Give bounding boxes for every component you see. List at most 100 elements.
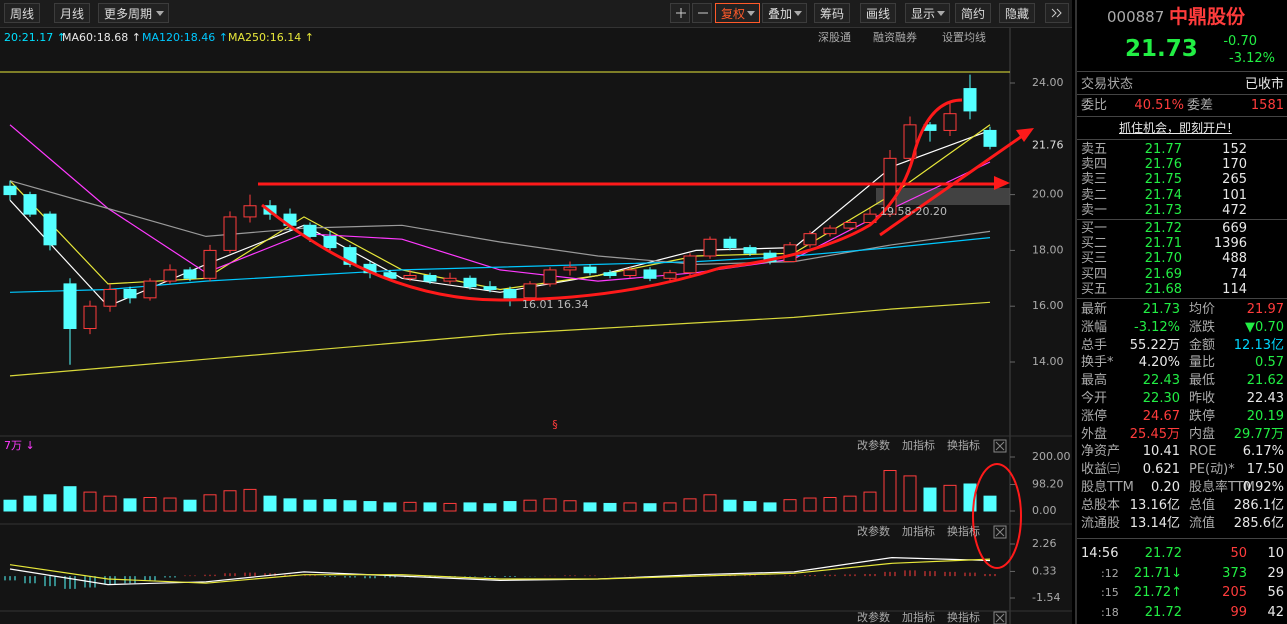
- candle-body: [183, 269, 197, 279]
- period-button[interactable]: 周线: [4, 3, 41, 23]
- zoom-in[interactable]: [670, 3, 690, 23]
- quote-text: 22.43: [1142, 373, 1180, 389]
- volume-bar: [643, 503, 657, 512]
- quote-text: 0.20: [1151, 480, 1180, 495]
- panel-button[interactable]: 加指标: [902, 610, 935, 624]
- divider: [1077, 219, 1287, 220]
- tool-button[interactable]: 隐藏: [999, 3, 1036, 23]
- quote-text: 20.19: [1246, 408, 1284, 424]
- candle-body: [503, 288, 517, 299]
- quote-text: :15: [1101, 586, 1119, 599]
- quote-text: 买五: [1081, 281, 1108, 297]
- divider: [1077, 116, 1287, 117]
- quote-text: 涨跌: [1189, 319, 1216, 335]
- quote-text: 55.22万: [1129, 337, 1180, 353]
- link[interactable]: 设置均线: [942, 30, 986, 44]
- volume-bar: [63, 486, 77, 512]
- link[interactable]: 深股通: [818, 31, 851, 44]
- quote-text: 0.57: [1255, 355, 1284, 371]
- period-button[interactable]: 月线: [54, 3, 91, 23]
- panel-button[interactable]: 改参数: [857, 524, 890, 538]
- quote-text: 涨幅: [1081, 319, 1108, 335]
- quote-text: 跌停: [1189, 408, 1216, 424]
- price-tag: 21.76: [1032, 138, 1064, 151]
- quote-text: 74: [1230, 266, 1247, 282]
- ma-line: [9, 301, 991, 377]
- quote-text: 21.72: [1144, 604, 1182, 620]
- volume-bar: [43, 494, 57, 512]
- tool-button[interactable]: 显示: [905, 3, 951, 23]
- candle-body: [703, 238, 717, 257]
- quote-text: 114: [1222, 281, 1247, 297]
- ma-legend: MA250:16.14 ↑: [228, 31, 314, 44]
- expand[interactable]: [1045, 3, 1069, 23]
- divider: [1077, 71, 1287, 72]
- quote-text: 0.92%: [1242, 480, 1284, 495]
- volume-bar: [203, 494, 217, 512]
- tool-button[interactable]: 画线: [860, 3, 897, 23]
- caret: [937, 11, 946, 16]
- quote-text: 488: [1222, 251, 1247, 267]
- divider: [1077, 298, 1287, 299]
- chart-area: 24.00 20.00 18.00 16.00 14.00 21.76 0.00 98.20…: [0, 0, 1072, 624]
- close-box[interactable]: [993, 611, 1007, 624]
- candle-body: [583, 266, 597, 274]
- volume-bar: [683, 498, 697, 512]
- panel-button[interactable]: 换指标: [947, 524, 980, 538]
- quote-text: 101: [1222, 187, 1247, 203]
- quote-text: 昨收: [1189, 391, 1216, 406]
- candle-body: [803, 233, 817, 246]
- quote-text: 卖三: [1081, 172, 1108, 188]
- zoom-out[interactable]: [692, 3, 712, 23]
- candle-body: [223, 216, 237, 251]
- stock-price: 21.73: [1125, 36, 1198, 62]
- panel-button[interactable]: 改参数: [857, 438, 890, 452]
- quote-text: 205: [1222, 585, 1247, 600]
- signal: §: [552, 418, 558, 431]
- tool-button[interactable]: 复权: [715, 3, 761, 23]
- quote-text: 17.50: [1246, 462, 1284, 478]
- volume-bar: [563, 500, 577, 512]
- candle-body: [643, 269, 657, 279]
- quote-text: 13.14亿: [1129, 515, 1180, 531]
- icon: [1051, 8, 1062, 18]
- panel-button[interactable]: 换指标: [947, 610, 980, 624]
- volume-bar: [383, 502, 397, 512]
- toolbar: 周线 月线 更多周期 复权 叠加 筹码 画线 显示 简约 隐藏: [0, 0, 1072, 28]
- tool-button[interactable]: 叠加: [762, 3, 808, 23]
- icon: [698, 12, 708, 14]
- quote-text: 40.51%: [1134, 98, 1184, 113]
- quote-panel: 000887 中鼎股份 21.73 -0.70 -3.12% 交易状态 已收市 委比 40.51…: [1075, 0, 1287, 624]
- period-button[interactable]: 更多周期: [98, 3, 170, 23]
- quote-text: 21.72↑: [1133, 585, 1182, 600]
- panel-button[interactable]: 加指标: [902, 438, 935, 452]
- quote-text: 总值: [1189, 497, 1216, 513]
- candle-body: [723, 238, 737, 249]
- quote-text: 买四: [1081, 266, 1108, 282]
- volume-bar: [223, 490, 237, 512]
- close-box[interactable]: [993, 439, 1007, 453]
- annotations: [258, 98, 1034, 569]
- y-tick-label: 98.20: [1032, 477, 1064, 490]
- quote-text: 买三: [1081, 251, 1108, 267]
- candle-body: [603, 272, 617, 277]
- tool-button[interactable]: 筹码: [814, 3, 851, 23]
- y-tick-label: 20.00: [1032, 188, 1064, 201]
- candle-body: [203, 249, 217, 279]
- volume-bar: [243, 488, 257, 512]
- candle-body: [743, 247, 757, 254]
- panel-button[interactable]: 换指标: [947, 438, 980, 452]
- volume-bar: [123, 498, 137, 512]
- quote-text: 152: [1222, 142, 1247, 157]
- link[interactable]: 融资融券: [873, 30, 917, 44]
- close-box[interactable]: [993, 525, 1007, 539]
- quote-text: 1581: [1250, 98, 1284, 113]
- panel-button[interactable]: 改参数: [857, 610, 890, 624]
- panel-button[interactable]: 加指标: [902, 524, 935, 538]
- quote-text: 21.73: [1142, 302, 1180, 317]
- tool-button[interactable]: 简约: [955, 3, 992, 23]
- candle-body: [323, 235, 337, 249]
- divider: [1077, 139, 1287, 140]
- promo-link[interactable]: 抓住机会，即刻开户!: [1119, 121, 1232, 135]
